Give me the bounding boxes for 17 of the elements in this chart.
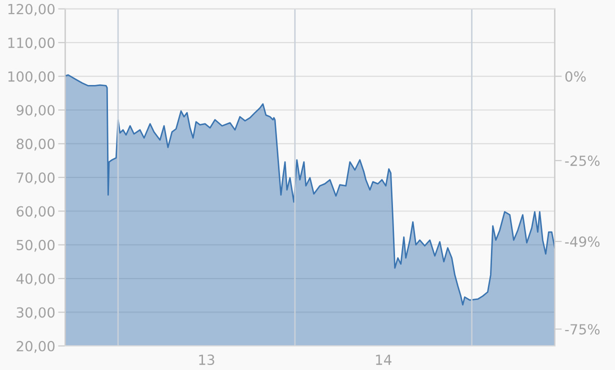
y-tick-label: 40,00 — [16, 274, 55, 286]
y2-tick-label: -25% — [565, 156, 600, 166]
x-tick-label: 14 — [376, 354, 392, 365]
y-tick-label: 60,00 — [16, 206, 55, 218]
x-tick-label: 13 — [199, 354, 214, 366]
y-tick-label: 90,00 — [16, 104, 55, 117]
y2-tick-label: 0% — [565, 71, 586, 82]
y-tick-label: 30,00 — [16, 307, 55, 320]
y-tick-label: 120,00 — [8, 4, 55, 16]
y-tick-label: 50,00 — [16, 240, 55, 252]
y-tick-label: 100,00 — [8, 71, 55, 84]
y-tick-label: 70,00 — [16, 172, 55, 184]
y-tick-label: 20,00 — [16, 340, 55, 353]
y-tick-label: 110,00 — [8, 38, 55, 50]
y2-tick-label: -75% — [565, 324, 600, 335]
y2-tick-label: -49% — [565, 236, 600, 247]
y-tick-label: 80,00 — [16, 138, 55, 151]
